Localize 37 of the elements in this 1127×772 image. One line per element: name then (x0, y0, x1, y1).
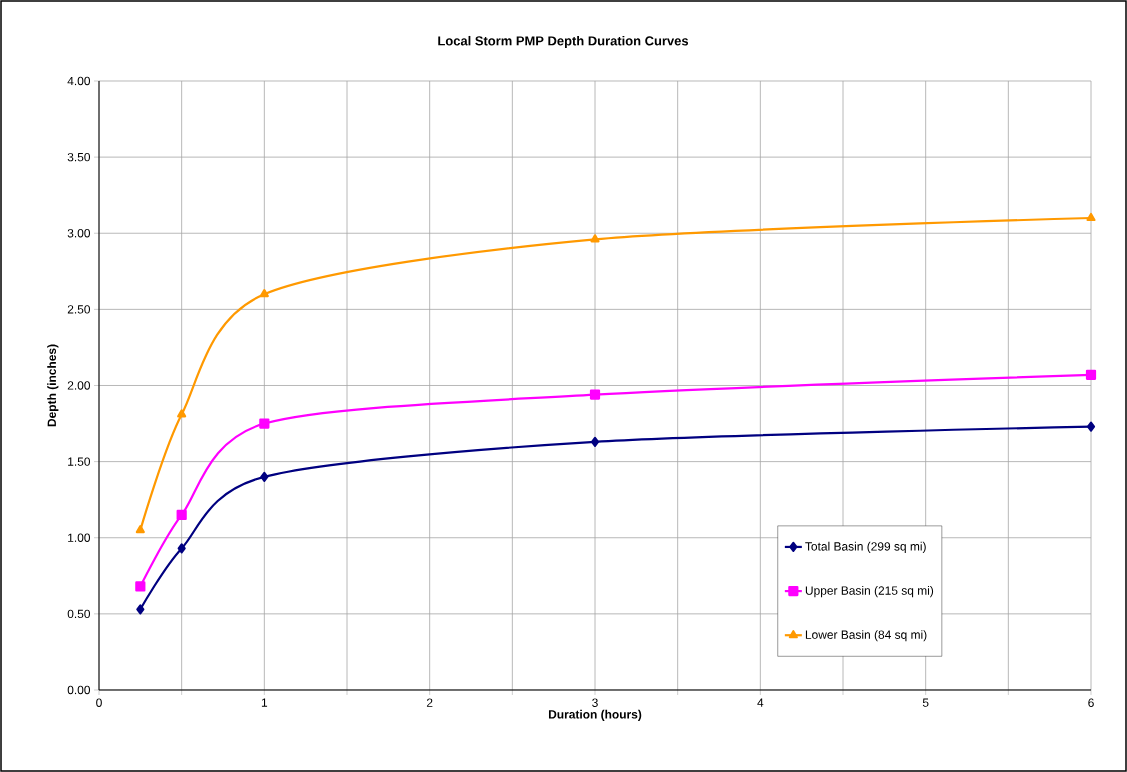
point (1085, 369, 1097, 380)
point (135, 525, 145, 534)
point (260, 471, 269, 482)
point (259, 289, 269, 298)
point (1086, 212, 1096, 222)
y-tick-label: 4.00 (67, 76, 91, 86)
point (136, 604, 145, 615)
point (590, 234, 600, 243)
x-tick-label: 1 (261, 698, 268, 707)
y-axis-title: Depth (inches) (47, 344, 59, 427)
x-axis-title: Duration (hours) (548, 709, 642, 721)
point (177, 543, 186, 554)
y-tick-label: 2.00 (67, 381, 91, 390)
y-tick-label: 2.50 (67, 305, 91, 314)
y-tick-label: 0.00 (67, 685, 91, 695)
x-tick-label: 5 (922, 698, 929, 707)
chart-title: Local Storm PMP Depth Duration Curves (438, 35, 689, 49)
y-tick-label: 1.00 (68, 533, 91, 542)
y-tick-label: 3.00 (67, 229, 91, 238)
y-tick-label: 1.50 (68, 457, 91, 466)
x-tick-label: 6 (1088, 698, 1094, 707)
y-tick-label: 0.50 (67, 609, 91, 619)
x-tick-label: 0 (96, 698, 102, 707)
point (259, 418, 270, 429)
legend-label: Lower Basin (84 sq mi) (805, 630, 927, 642)
y-tick-label: 3.50 (67, 152, 91, 162)
x-tick-label: 2 (426, 698, 433, 707)
point (590, 436, 600, 447)
point (1086, 421, 1096, 432)
x-tick-label: 3 (592, 698, 598, 707)
point (176, 509, 187, 520)
point (177, 409, 187, 418)
legend-label: Upper Basin (215 sq mi) (805, 586, 934, 598)
point (135, 581, 146, 592)
x-tick-label: 4 (757, 698, 764, 707)
legend-label: Total Basin (299 sq mi) (805, 541, 926, 554)
point (589, 389, 601, 400)
